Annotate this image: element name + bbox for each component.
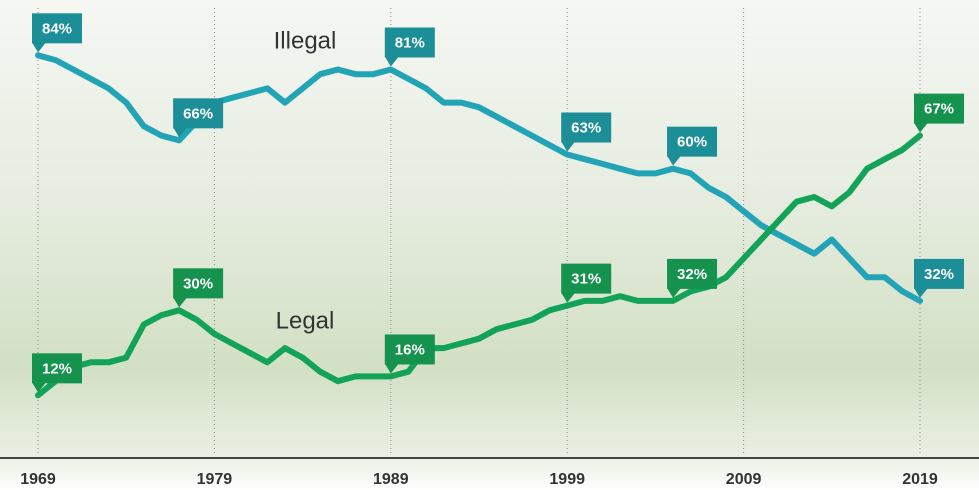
background <box>0 0 979 490</box>
data-label-text: 30% <box>183 275 213 292</box>
data-label-text: 66% <box>183 105 213 122</box>
x-tick-label: 2019 <box>902 471 938 488</box>
x-tick-label: 1979 <box>197 471 233 488</box>
series-label: Illegal <box>274 27 337 54</box>
x-tick-label: 1969 <box>20 471 56 488</box>
data-label-text: 84% <box>42 20 72 37</box>
x-tick-label: 2009 <box>726 471 762 488</box>
data-label-text: 31% <box>571 271 601 288</box>
data-label-text: 32% <box>677 266 707 283</box>
x-tick-label: 1999 <box>549 471 585 488</box>
data-label-text: 60% <box>677 134 707 151</box>
data-label-text: 63% <box>571 119 601 136</box>
x-tick-label: 1989 <box>373 471 409 488</box>
data-label-text: 81% <box>395 34 425 51</box>
chart: 1969 1979 1989 1999 2009 2019 Illegal Legal 84% 6… <box>0 0 979 490</box>
data-label-text: 67% <box>924 101 954 118</box>
page: 1969 1979 1989 1999 2009 2019 Illegal Legal 84% 6… <box>0 0 979 490</box>
data-label-text: 16% <box>395 341 425 358</box>
data-label-text: 32% <box>924 266 954 283</box>
series-label: Legal <box>276 307 335 334</box>
data-label-text: 12% <box>42 360 72 377</box>
